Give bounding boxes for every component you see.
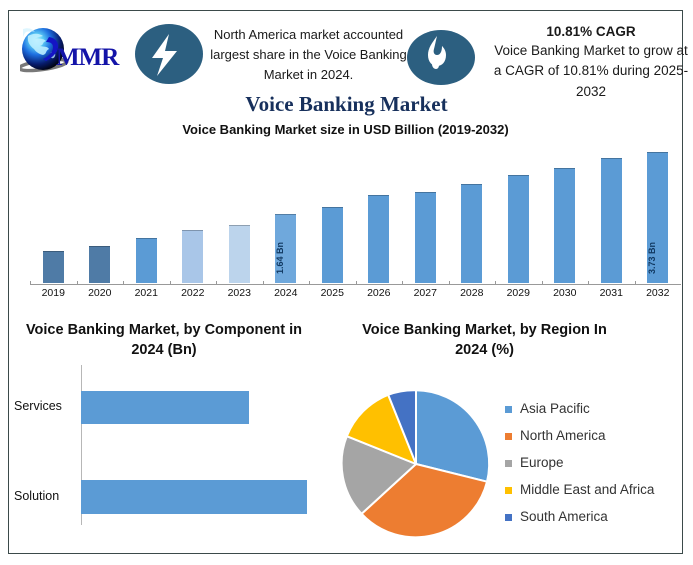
svg-text:MMR: MMR xyxy=(56,44,120,71)
